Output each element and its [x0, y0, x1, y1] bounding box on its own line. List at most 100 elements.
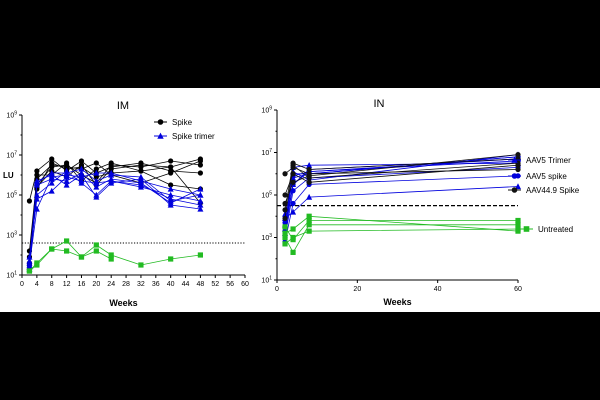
legend-entry: Spike: [154, 118, 193, 127]
data-point: [306, 222, 312, 228]
x-tick-label: 12: [63, 281, 71, 288]
data-point: [78, 254, 85, 260]
data-point: [48, 175, 55, 182]
y-tick-label: 101: [261, 276, 272, 285]
data-point: [515, 228, 521, 234]
data-point: [78, 177, 85, 184]
data-point: [306, 166, 312, 173]
data-point: [167, 185, 174, 192]
data-point: [138, 168, 144, 174]
data-point: [108, 160, 114, 166]
data-point: [78, 171, 85, 178]
data-point: [282, 171, 288, 177]
series-line: [284, 186, 519, 219]
chart-title: IM: [117, 100, 129, 112]
data-point: [108, 166, 114, 172]
data-point: [78, 162, 85, 168]
data-point: [137, 181, 144, 188]
data-point: [33, 177, 40, 184]
x-tick-label: 40: [167, 281, 175, 288]
data-point: [282, 192, 288, 198]
legend-entry: AAV44.9 Spike: [508, 186, 580, 195]
y-tick-label: 109: [261, 106, 272, 115]
data-point: [34, 172, 40, 178]
data-point: [282, 241, 288, 247]
data-point: [306, 228, 312, 234]
series-line: [29, 160, 201, 252]
data-point: [282, 220, 288, 226]
data-point: [48, 187, 55, 194]
data-point: [168, 158, 174, 164]
data-point: [63, 167, 70, 174]
data-point: [93, 242, 99, 248]
data-point: [515, 222, 521, 228]
data-point: [49, 246, 55, 252]
legend-entry: AAV5 spike: [508, 172, 567, 181]
data-point: [49, 164, 55, 170]
series-line: [29, 170, 201, 264]
data-point: [306, 217, 312, 224]
data-point: [64, 248, 70, 254]
data-point: [168, 182, 174, 188]
x-tick-label: 0: [275, 286, 279, 293]
x-tick-label: 8: [50, 281, 54, 288]
x-tick-label: 60: [241, 281, 249, 288]
series-unlabeled: [26, 238, 203, 274]
data-point: [167, 195, 174, 202]
data-point: [64, 160, 70, 166]
x-tick-label: 0: [20, 281, 24, 288]
series-line: [284, 166, 519, 175]
data-point: [93, 166, 99, 172]
data-point: [93, 169, 100, 176]
series-line: [284, 224, 518, 254]
data-point: [197, 197, 204, 204]
y-tick-label: 109: [6, 111, 17, 120]
data-point: [197, 170, 203, 176]
data-point: [282, 234, 288, 241]
legend-marker: [157, 132, 164, 139]
legend-label: Spike trimer: [172, 132, 215, 141]
series-line: [284, 164, 519, 196]
data-point: [306, 193, 313, 200]
series-line: [29, 158, 201, 202]
y-tick-label: 101: [6, 271, 17, 280]
x-tick-label: 20: [92, 281, 100, 288]
x-tick-label: 44: [182, 281, 190, 288]
legend-marker: [157, 119, 164, 125]
series-line: [29, 160, 201, 266]
data-point: [93, 160, 99, 166]
data-point: [93, 183, 100, 190]
data-point: [63, 173, 70, 180]
data-point: [63, 181, 70, 188]
data-point: [108, 179, 115, 186]
axes: [276, 110, 518, 281]
series-line: [284, 158, 519, 210]
series-line: [284, 220, 518, 241]
legend-label: Untreated: [538, 225, 573, 234]
data-point: [168, 164, 174, 170]
chart-title: IN: [374, 98, 385, 110]
legend-marker: [523, 226, 530, 232]
legend-entry: Spike trimer: [154, 132, 215, 141]
data-point: [168, 256, 174, 262]
x-tick-label: 4: [35, 281, 39, 288]
data-point: [26, 198, 33, 204]
data-point: [515, 166, 521, 173]
x-tick-label: 32: [137, 281, 145, 288]
data-point: [138, 262, 144, 268]
data-point: [49, 156, 55, 162]
data-point: [197, 205, 204, 212]
data-point: [282, 230, 288, 236]
x-tick-label: 16: [78, 281, 86, 288]
data-point: [197, 156, 203, 162]
y-tick-label: 103: [6, 231, 17, 240]
data-point: [197, 162, 203, 168]
series-line: [29, 240, 201, 272]
data-point: [515, 183, 521, 190]
data-point: [290, 164, 296, 170]
x-tick-label: 28: [122, 281, 130, 288]
data-point: [137, 175, 144, 182]
data-point: [197, 191, 204, 198]
data-point: [197, 201, 204, 208]
